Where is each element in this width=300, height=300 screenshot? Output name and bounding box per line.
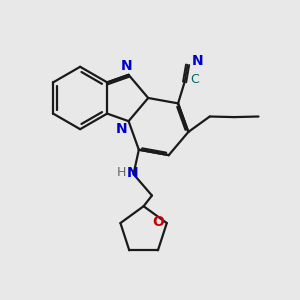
- Text: N: N: [120, 59, 132, 74]
- Text: H: H: [116, 167, 126, 179]
- Text: O: O: [152, 215, 164, 229]
- Text: N: N: [116, 122, 128, 136]
- Text: N: N: [191, 54, 203, 68]
- Text: N: N: [127, 166, 138, 180]
- Text: C: C: [190, 73, 199, 86]
